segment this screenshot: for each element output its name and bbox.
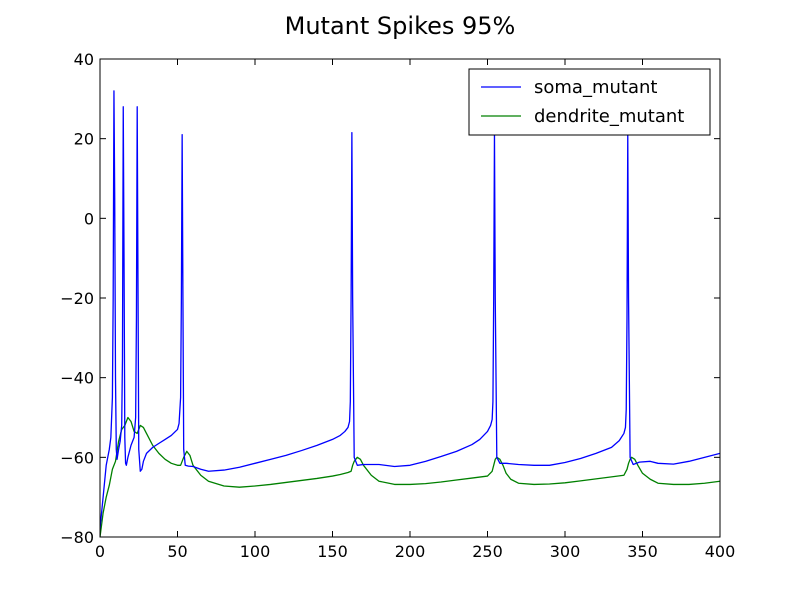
y-tick-label: 0	[84, 209, 94, 228]
x-tick-label: 0	[95, 542, 105, 561]
x-tick-label: 200	[395, 542, 426, 561]
y-tick-label: −60	[60, 448, 94, 467]
y-tick-label: −20	[60, 289, 94, 308]
legend-label-dendrite-mutant: dendrite_mutant	[534, 106, 684, 127]
series-line-soma-mutant	[100, 90, 720, 530]
x-tick-label: 350	[627, 542, 658, 561]
legend-label-soma-mutant: soma_mutant	[534, 77, 657, 98]
x-tick-label: 400	[705, 542, 736, 561]
y-tick-label: −80	[60, 528, 94, 547]
x-tick-label: 100	[240, 542, 271, 561]
legend-box	[468, 68, 711, 136]
axes: 0 50 100 150 200 250 300 350 400 −80 −60 −40 −20 0 20 4…	[60, 50, 735, 561]
x-tick-label: 250	[472, 542, 503, 561]
y-tick-label: −40	[60, 369, 94, 388]
x-tick-label: 50	[167, 542, 187, 561]
x-tick-label: 150	[317, 542, 348, 561]
chart-title: Mutant Spikes 95%	[285, 12, 516, 40]
plot-area	[100, 90, 720, 537]
series-line-dendrite-mutant	[100, 416, 720, 537]
x-tick-label: 300	[550, 542, 581, 561]
y-tick-label: 40	[74, 50, 94, 69]
y-tick-label: 20	[74, 130, 94, 149]
legend: soma_mutant dendrite_mutant	[468, 68, 711, 136]
